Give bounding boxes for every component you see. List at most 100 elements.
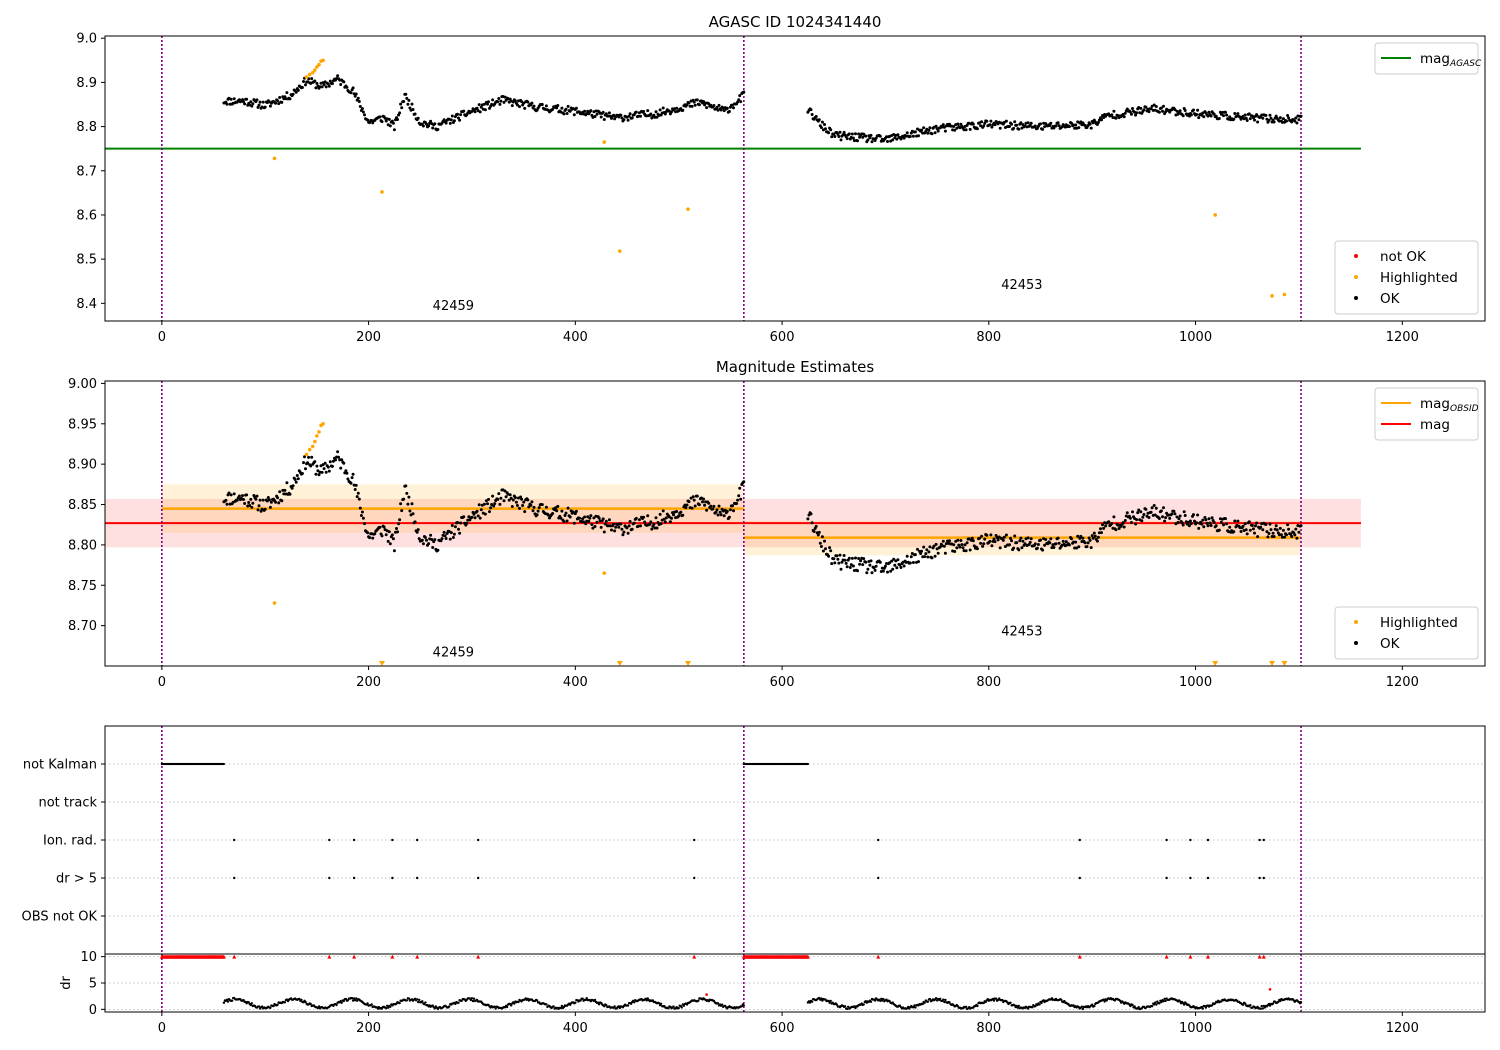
dr-gt-5-point (352, 876, 356, 880)
ok-point (1271, 531, 1275, 535)
ok-point (1172, 509, 1176, 513)
ok-point (526, 100, 530, 104)
not-kalman-point (222, 762, 225, 766)
ok-point (491, 494, 495, 498)
highlighted-points (272, 421, 1288, 666)
dr-point (820, 997, 823, 1000)
ok-point (388, 124, 392, 128)
ok-point (521, 504, 525, 507)
ok-point (478, 516, 482, 520)
ok-point (360, 510, 364, 514)
highlighted-point (310, 70, 315, 75)
ok-point (1267, 118, 1271, 122)
ok-point (293, 478, 297, 481)
dr-point (352, 997, 356, 1000)
ok-point (544, 104, 548, 108)
ok-point (327, 469, 331, 473)
ok-point (1019, 536, 1023, 540)
ok-point (810, 113, 814, 116)
ok-point (731, 504, 734, 508)
ok-point (1295, 121, 1299, 125)
ok-point (536, 509, 540, 513)
dr-point (1162, 1000, 1165, 1003)
ok-point (421, 542, 425, 546)
ok-point (232, 97, 236, 101)
ok-point (862, 557, 866, 561)
dr-point (667, 1007, 670, 1010)
ok-point (812, 530, 816, 533)
ok-point (475, 106, 479, 110)
ok-point (722, 514, 726, 518)
dr-point (283, 1001, 287, 1004)
ok-point (388, 542, 392, 546)
dr-point (1259, 1007, 1262, 1010)
ok-point (980, 534, 984, 538)
ok-point (839, 138, 843, 142)
ok-point (703, 503, 707, 507)
ok-point (886, 570, 889, 574)
ok-point (373, 532, 377, 536)
ok-point (1104, 524, 1108, 528)
ok-point (515, 504, 519, 507)
ok-point (433, 538, 437, 542)
dr-point (517, 1000, 520, 1004)
ok-point (890, 559, 894, 563)
ok-point (310, 455, 314, 459)
ok-point (718, 510, 722, 514)
ok-point (971, 122, 975, 126)
below-range-marker (616, 661, 623, 666)
ok-point (391, 537, 395, 541)
ok-point (1056, 121, 1060, 125)
ok-point (1251, 527, 1255, 531)
ok-point (462, 515, 466, 519)
ok-point (591, 526, 595, 530)
magnitude-estimates-panel: Magnitude Estimates 0 200 400 600 800 1000 120… (68, 358, 1486, 690)
ok-point (235, 498, 239, 502)
flag-row-label: Ion. rad. (43, 834, 97, 849)
ok-point (839, 567, 843, 571)
ok-point (833, 561, 837, 565)
ok-point (529, 503, 533, 507)
ok-point (1002, 535, 1006, 539)
ok-point (719, 108, 723, 112)
ok-point (1251, 116, 1255, 120)
ok-point (555, 106, 559, 110)
ok-point (1283, 535, 1286, 539)
x-tick-label: 0 (158, 330, 166, 345)
ok-point (851, 136, 855, 140)
ok-point (891, 138, 895, 142)
ok-point (677, 514, 681, 518)
ok-point (1267, 532, 1271, 535)
ok-point (702, 100, 705, 103)
ok-point (1183, 514, 1187, 517)
ok-point (302, 80, 305, 83)
not-kalman-point (806, 762, 810, 766)
ok-point (687, 101, 691, 105)
dr-point (559, 1006, 563, 1010)
ok-point (492, 504, 496, 508)
ok-point (843, 558, 847, 562)
legend: not OK Highlighted OK (1334, 240, 1479, 315)
ok-point (1256, 535, 1260, 539)
ok-point (487, 100, 490, 104)
highlighted-point (1270, 294, 1274, 298)
ok-point (953, 128, 957, 132)
dr-point (879, 999, 882, 1002)
ok-point (291, 92, 295, 96)
dr-point (335, 1003, 338, 1007)
ok-point (833, 135, 837, 138)
ok-point (687, 500, 691, 504)
ok-point (520, 100, 524, 104)
dr-point (862, 1003, 865, 1006)
ok-point (400, 509, 404, 513)
ok-point (620, 527, 624, 531)
below-range-marker (685, 661, 692, 666)
ok-point (819, 126, 823, 129)
ok-point (243, 502, 247, 505)
ok-point (927, 128, 931, 132)
ok-point (1293, 119, 1297, 123)
dr-point (1249, 1004, 1252, 1007)
ok-point (824, 127, 827, 131)
ok-point (1121, 521, 1125, 525)
